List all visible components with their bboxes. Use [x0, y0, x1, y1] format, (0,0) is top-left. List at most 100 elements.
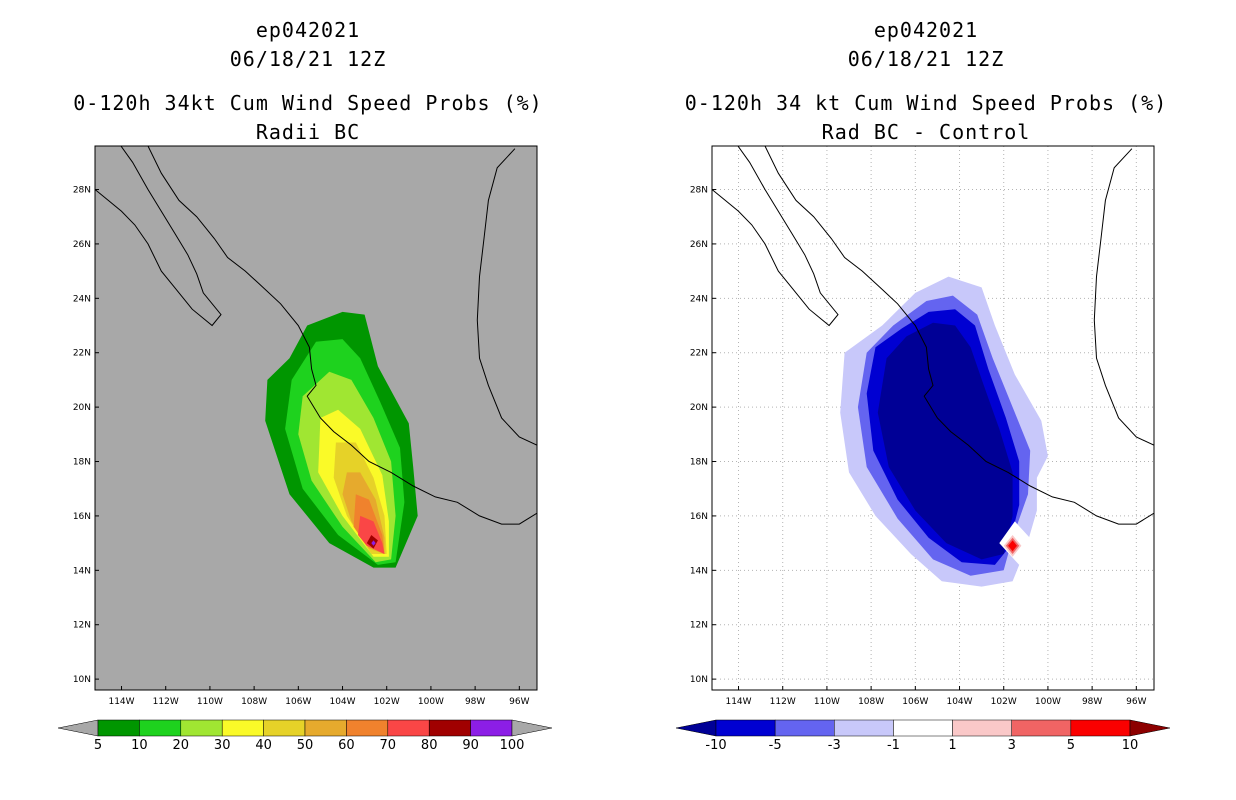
left-contour-90 — [371, 540, 376, 546]
right-gulf-coastline — [1093, 148, 1154, 446]
left-colorbar-swatch — [97, 719, 140, 737]
right-xtick-label: 110W — [814, 697, 840, 707]
right-storm-id: ep042021 — [873, 18, 979, 42]
right-colorbar-label: 5 — [1067, 738, 1075, 753]
right-xtick-label: 108W — [858, 697, 884, 707]
right-colorbar-label: 10 — [1122, 738, 1139, 753]
left-contour-70 — [358, 515, 385, 554]
right-contour-neg10 — [877, 322, 1013, 560]
left-colorbar-label: 50 — [297, 738, 314, 753]
left-map-frame — [94, 145, 538, 691]
right-pacific-coastline — [764, 146, 1154, 525]
right-colorbar-label: -3 — [828, 738, 841, 753]
right-colorbar-label: -10 — [705, 738, 726, 753]
left-colorbar-swatch — [470, 719, 513, 737]
left-datetime: 06/18/21 12Z — [229, 47, 387, 71]
left-colorbar-swatch — [180, 719, 223, 737]
left-colorbar-swatch — [304, 719, 347, 737]
left-colorbar-swatch — [139, 719, 182, 737]
left-colorbar-swatch — [263, 719, 306, 737]
right-colorbar-label: 1 — [948, 738, 956, 753]
left-ytick-label: 24N — [73, 294, 91, 304]
left-ytick-label: 28N — [73, 186, 91, 196]
right-contour-10 — [1008, 540, 1017, 552]
left-baja-coastline — [95, 146, 222, 327]
left-storm-id: ep042021 — [255, 18, 361, 42]
left-gulf-coastline — [476, 148, 537, 446]
left-colorbar-label: 40 — [255, 738, 272, 753]
right-ytick-label: 18N — [690, 458, 708, 468]
left-colorbar-low-arrow — [57, 719, 99, 737]
right-xtick-label: 102W — [991, 697, 1017, 707]
right-colorbar-swatch — [893, 719, 953, 737]
right-colorbar-label: -5 — [769, 738, 782, 753]
right-xtick-label: 104W — [946, 697, 972, 707]
right-ytick-label: 10N — [690, 675, 708, 685]
left-contour-80 — [366, 535, 378, 549]
left-ytick-label: 14N — [73, 566, 91, 576]
left-colorbar: 5 10 20 30 40 50 60 70 80 90 100 — [57, 719, 553, 753]
left-ytick-label: 22N — [73, 349, 91, 359]
right-ytick-label: 16N — [690, 512, 708, 522]
left-colorbar-label: 20 — [173, 738, 190, 753]
right-colorbar-swatch — [834, 719, 894, 737]
left-xtick-label: 110W — [197, 697, 223, 707]
right-colorbar-swatch — [1070, 719, 1131, 737]
right-ytick-label: 22N — [690, 349, 708, 359]
right-colorbar-low-arrow — [675, 719, 717, 737]
left-xtick-label: 108W — [241, 697, 267, 707]
left-xtick-label: 104W — [329, 697, 355, 707]
left-colorbar-label: 70 — [380, 738, 397, 753]
left-colorbar-label: 80 — [421, 738, 438, 753]
left-colorbar-label: 30 — [214, 738, 231, 753]
left-xtick-label: 106W — [285, 697, 311, 707]
left-chart-title: 0-120h 34kt Cum Wind Speed Probs (%) — [73, 91, 543, 115]
left-xtick-label: 96W — [509, 697, 529, 707]
right-xtick-label: 112W — [770, 697, 796, 707]
right-xtick-label: 106W — [902, 697, 928, 707]
left-ytick-label: 26N — [73, 240, 91, 250]
left-ytick-label: 12N — [73, 621, 91, 631]
left-colorbar-label: 60 — [338, 738, 355, 753]
right-ytick-label: 26N — [690, 240, 708, 250]
left-colorbar-swatch — [428, 719, 471, 737]
right-xtick-label: 114W — [725, 697, 751, 707]
left-colorbar-label: 100 — [500, 738, 525, 753]
right-xtick-label: 98W — [1082, 697, 1102, 707]
left-xtick-label: 114W — [108, 697, 134, 707]
right-xtick-label: 100W — [1035, 697, 1061, 707]
right-colorbar-high-arrow — [1129, 719, 1171, 737]
right-ytick-label: 12N — [690, 621, 708, 631]
right-chart-title: 0-120h 34 kt Cum Wind Speed Probs (%) — [684, 91, 1168, 115]
left-ytick-label: 20N — [73, 403, 91, 413]
right-map-frame — [711, 145, 1155, 691]
left-xtick-label: 112W — [153, 697, 179, 707]
left-ytick-label: 16N — [73, 512, 91, 522]
left-ytick-label: 18N — [73, 458, 91, 468]
left-colorbar-swatch — [346, 719, 389, 737]
right-chart-subtitle: Rad BC - Control — [821, 120, 1031, 144]
left-colorbar-label: 90 — [462, 738, 479, 753]
left-colorbar-label: 5 — [94, 738, 102, 753]
right-datetime: 06/18/21 12Z — [847, 47, 1005, 71]
right-ytick-label: 20N — [690, 403, 708, 413]
left-xtick-label: 98W — [465, 697, 485, 707]
right-colorbar-swatch — [1011, 719, 1072, 737]
left-colorbar-high-arrow — [511, 719, 553, 737]
right-baja-coastline — [712, 146, 839, 327]
left-xtick-label: 100W — [418, 697, 444, 707]
right-xtick-label: 96W — [1126, 697, 1146, 707]
left-map-layer — [95, 146, 537, 568]
right-colorbar-swatch — [715, 719, 776, 737]
right-colorbar-swatch — [952, 719, 1012, 737]
right-ytick-label: 14N — [690, 566, 708, 576]
right-colorbar: -10 -5 -3 -1 1 3 5 10 — [675, 719, 1171, 753]
right-colorbar-label: -1 — [887, 738, 900, 753]
left-xtick-label: 102W — [374, 697, 400, 707]
left-ytick-label: 10N — [73, 675, 91, 685]
left-colorbar-swatch — [387, 719, 430, 737]
left-chart-subtitle: Radii BC — [255, 120, 361, 144]
left-colorbar-swatch — [221, 719, 264, 737]
right-colorbar-label: 3 — [1008, 738, 1016, 753]
